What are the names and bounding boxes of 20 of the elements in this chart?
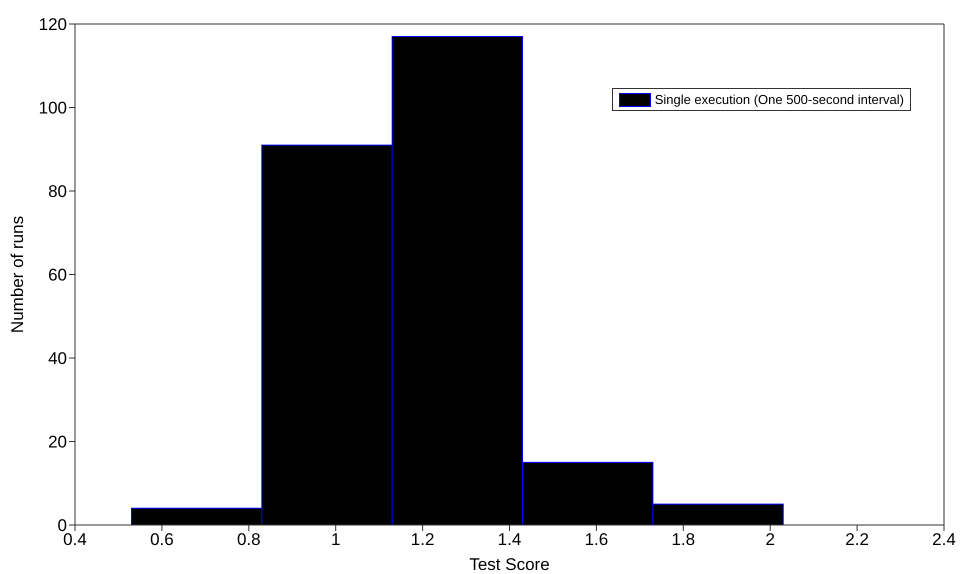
x-tick-label: 2.2 — [845, 530, 869, 550]
x-tick-label: 1.6 — [584, 530, 608, 550]
y-tick-label: 20 — [48, 432, 67, 452]
x-tick-label: 1.2 — [410, 530, 434, 550]
y-tick-label: 120 — [38, 15, 67, 34]
y-axis-title: Number of runs — [8, 216, 28, 334]
x-tick-label: 1 — [330, 530, 340, 550]
y-tick-label: 40 — [48, 349, 67, 368]
y-tick-label: 100 — [38, 98, 67, 118]
x-tick-label: 0.8 — [236, 530, 261, 550]
x-tick-label: 2 — [765, 530, 775, 550]
x-tick-label: 2.4 — [932, 530, 956, 550]
x-axis-title: Test Score — [469, 555, 550, 574]
y-tick-label: 80 — [48, 182, 67, 202]
x-tick-label: 1.8 — [671, 530, 696, 550]
x-tick-label: 1.4 — [498, 530, 522, 550]
x-tick-label: 0.4 — [63, 530, 87, 550]
x-tick-label: 0.6 — [150, 530, 174, 550]
y-tick-label: 60 — [48, 266, 67, 285]
legend-label: Single execution (One 500-second interval) — [654, 92, 904, 107]
